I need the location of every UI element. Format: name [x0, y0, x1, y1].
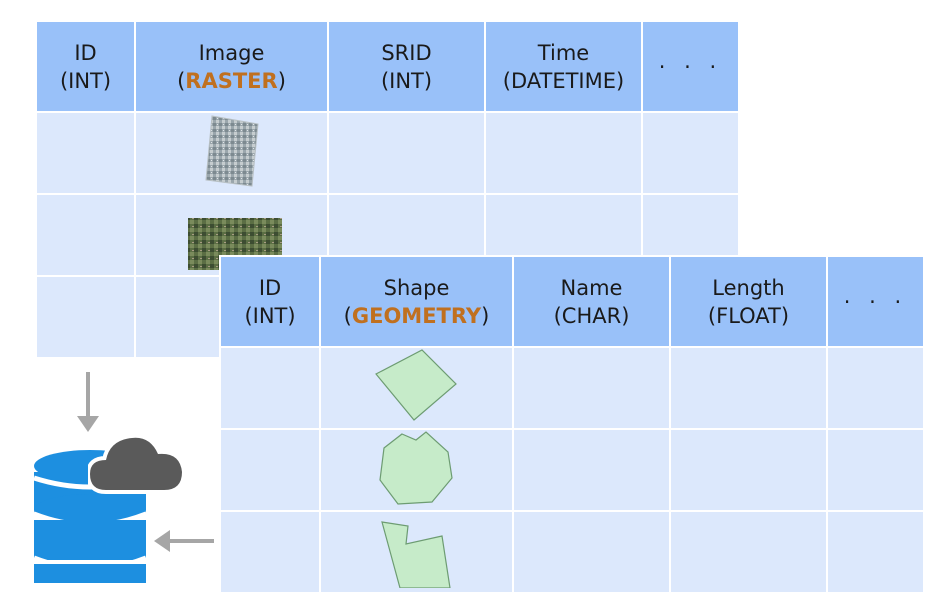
table-row	[219, 346, 925, 430]
header-shape: Shape (GEOMETRY)	[319, 255, 514, 348]
cell-id	[219, 428, 321, 512]
cell-srid	[327, 193, 486, 277]
cell-id	[219, 346, 321, 430]
cell-shape	[319, 510, 514, 594]
header-more: · · ·	[641, 20, 740, 113]
cell-length	[669, 510, 828, 594]
raster-keyword: RASTER	[185, 68, 278, 93]
header-srid: SRID (INT)	[327, 20, 486, 113]
header-id: ID (INT)	[35, 20, 136, 113]
vector-table: ID (INT) Shape (GEOMETRY) Name (CHAR) Le…	[219, 255, 925, 594]
cell-name	[512, 346, 671, 430]
table-row	[35, 111, 740, 195]
cell-srid	[327, 111, 486, 195]
cell-image	[134, 111, 329, 195]
cell-more	[826, 346, 925, 430]
header-name: Name (CHAR)	[512, 255, 671, 348]
cell-name	[512, 510, 671, 594]
polygon-shape-1	[374, 349, 457, 421]
cell-shape	[319, 428, 514, 512]
cell-more	[641, 111, 740, 195]
table-row	[219, 428, 925, 512]
cell-length	[669, 346, 828, 430]
cell-id	[35, 111, 136, 195]
cell-id	[35, 275, 136, 359]
cloud-icon	[88, 433, 184, 494]
cell-id	[35, 193, 136, 277]
satellite-image-1	[204, 115, 259, 187]
polygon-shape-2	[378, 431, 453, 505]
header-more: · · ·	[826, 255, 925, 348]
header-image: Image (RASTER)	[134, 20, 329, 113]
header-time: Time (DATETIME)	[484, 20, 643, 113]
cell-time	[484, 111, 643, 195]
header-length: Length (FLOAT)	[669, 255, 828, 348]
cell-more	[826, 510, 925, 594]
cell-shape	[319, 346, 514, 430]
table-row	[219, 510, 925, 594]
cell-length	[669, 428, 828, 512]
down-arrow-icon	[77, 372, 99, 432]
geometry-keyword: GEOMETRY	[351, 303, 482, 328]
cell-name	[512, 428, 671, 512]
left-arrow-icon	[154, 530, 214, 552]
cell-id	[219, 510, 321, 594]
cell-more	[826, 428, 925, 512]
polygon-shape-3	[380, 521, 451, 589]
header-id: ID (INT)	[219, 255, 321, 348]
